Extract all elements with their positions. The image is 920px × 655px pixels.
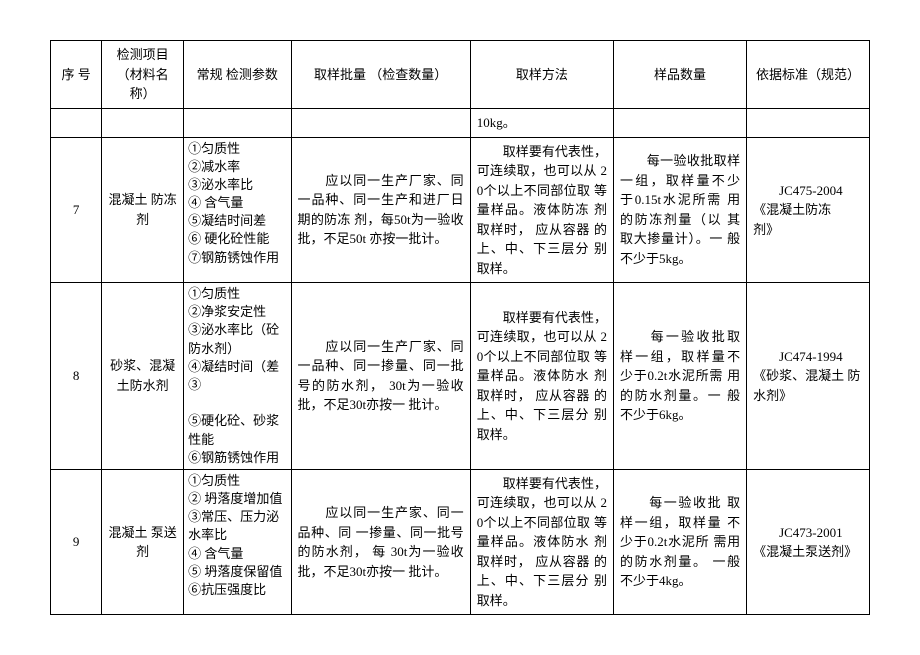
qty-cell: 每一验收批取样一组，取样量不少 于0.15t水泥所需 用的防冻剂量（以 其取大掺… bbox=[614, 137, 747, 283]
col-param: 常规 检测参数 bbox=[184, 41, 291, 109]
col-name: 检测项目（材料名称） bbox=[102, 41, 184, 109]
col-qty: 样品数量 bbox=[614, 41, 747, 109]
seq-cell: 9 bbox=[51, 469, 102, 615]
table-row: 7 混凝土 防冻剂 ①匀质性②减水率③泌水率比④ 含气量⑤凝结时间差⑥ 硬化砼性… bbox=[51, 137, 870, 283]
param-cell: ①匀质性② 坍落度增加值③常压、压力泌水率比④ 含气量⑤ 坍落度保留值⑥抗压强度… bbox=[184, 469, 291, 615]
name-cell: 混凝土 防冻剂 bbox=[102, 137, 184, 283]
name-cell: 混凝土 泵送剂 bbox=[102, 469, 184, 615]
col-batch: 取样批量 （检查数量） bbox=[291, 41, 470, 109]
method-cell: 取样要有代表性，可连续取，也可以从 20个以上不同部位取 等量样品。液体防水 剂… bbox=[470, 469, 613, 615]
batch-cell: 应以同一生产家、同一品种、同 一掺量、同一批号的防水剂， 每 30t为一验收批，… bbox=[291, 469, 470, 615]
seq-cell: 8 bbox=[51, 283, 102, 470]
table-row: 9 混凝土 泵送剂 ①匀质性② 坍落度增加值③常压、压力泌水率比④ 含气量⑤ 坍… bbox=[51, 469, 870, 615]
qty-cell: 每一验收批取 样一组，取样量不 少于0.2t水泥所需 用的防水剂量。一 般不少于… bbox=[614, 283, 747, 470]
col-seq: 序 号 bbox=[51, 41, 102, 109]
std-cell: JC475-2004《混凝土防冻剂》 bbox=[747, 137, 870, 283]
name-cell: 砂浆、混凝土防水剂 bbox=[102, 283, 184, 470]
batch-cell: 应以同一生产厂家、同一品种、同一生产和进厂日期的防冻 剂，每50t为一验收批，不… bbox=[291, 137, 470, 283]
spec-table: 序 号 检测项目（材料名称） 常规 检测参数 取样批量 （检查数量） 取样方法 … bbox=[50, 40, 870, 615]
col-method: 取样方法 bbox=[470, 41, 613, 109]
col-std: 依据标准（规范） bbox=[747, 41, 870, 109]
table-row: 8 砂浆、混凝土防水剂 ①匀质性②净浆安定性③泌水率比（砼防水剂）④凝结时间（差… bbox=[51, 283, 870, 470]
std-cell: JC473-2001《混凝土泵送剂》 bbox=[747, 469, 870, 615]
param-cell: ①匀质性②净浆安定性③泌水率比（砼防水剂）④凝结时间（差③⑤硬化砼、砂浆性能⑥钢… bbox=[184, 283, 291, 470]
method-cell: 取样要有代表性，可连续取，也可以从 20个以上不同部位取 等量样品。液体防冻 剂… bbox=[470, 137, 613, 283]
method-cell: 取样要有代表性，可连续取，也可以从 20个以上不同部位取 等量样品。液体防水 剂… bbox=[470, 283, 613, 470]
std-cell: JC474-1994《砂浆、混凝土 防水剂》 bbox=[747, 283, 870, 470]
header-row: 序 号 检测项目（材料名称） 常规 检测参数 取样批量 （检查数量） 取样方法 … bbox=[51, 41, 870, 109]
partial-method: 10kg。 bbox=[470, 108, 613, 137]
batch-cell: 应以同一生产厂家、同一品种、同一掺量、同一批号的防水剂， 30t为一验收批，不足… bbox=[291, 283, 470, 470]
qty-cell: 每一验收批 取样一组，取样量 不少于0.2t水泥所 需用的防水剂量。 一般不少于… bbox=[614, 469, 747, 615]
seq-cell: 7 bbox=[51, 137, 102, 283]
param-cell: ①匀质性②减水率③泌水率比④ 含气量⑤凝结时间差⑥ 硬化砼性能⑦钢筋锈蚀作用 bbox=[184, 137, 291, 283]
partial-row: 10kg。 bbox=[51, 108, 870, 137]
